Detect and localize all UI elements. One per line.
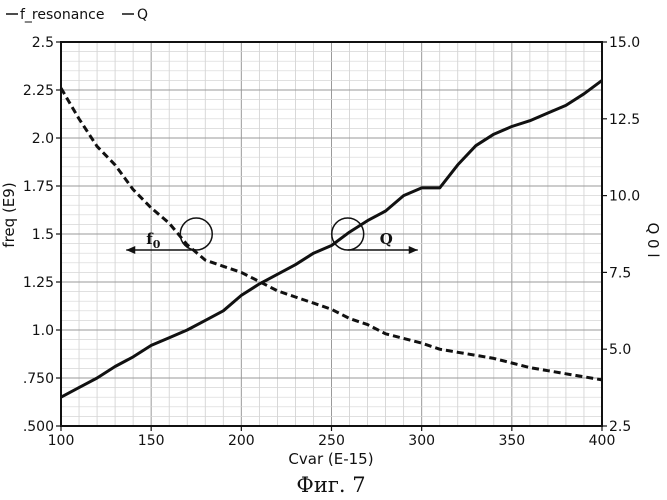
x-tick-label: 300 [408, 433, 435, 449]
y-left-tick-label: 2.25 [23, 83, 54, 99]
x-tick-label: 350 [498, 433, 525, 449]
chart-figure: 100 150 200 250 300 350 400 .500 .750 1.0 1.25 1.5 1… [0, 0, 667, 500]
figure-caption: Фиг. 7 [296, 473, 365, 497]
x-tick-label: 200 [228, 433, 255, 449]
y-right-tick-label: 5.0 [609, 342, 631, 358]
x-tick-label: 400 [589, 433, 616, 449]
y-left-tick-label: 1.0 [32, 323, 54, 339]
y-left-tick-label: 1.5 [32, 227, 54, 243]
y-left-tick-label: 2.5 [32, 35, 54, 51]
y-left-tick-label: 1.25 [23, 275, 54, 291]
y-axis-right-title: Q 0 l [644, 222, 662, 257]
legend-label-q: Q [137, 7, 148, 23]
x-tick-label: 150 [138, 433, 165, 449]
annotation-layer: f0 Q [126, 218, 417, 254]
y-right-tick-label: 2.5 [609, 419, 631, 435]
annotation-arrowhead [126, 246, 135, 254]
y-right-tick-label: 15.0 [609, 35, 640, 51]
y-right-tick-label: 12.5 [609, 112, 640, 128]
annotation-label: Q [380, 230, 393, 248]
y-left-tick-label: .500 [23, 419, 54, 435]
y-axis-left-title: freq (E9) [0, 182, 18, 247]
legend-label-f-resonance: f_resonance [20, 7, 105, 23]
x-axis-title: Cvar (E-15) [288, 450, 373, 468]
x-tick-label: 100 [48, 433, 75, 449]
annotation-label-subscript: 0 [153, 238, 161, 251]
y-right-tick-label: 7.5 [609, 265, 631, 281]
annotation-arrowhead [409, 246, 418, 254]
annotation-label: f0 [146, 230, 160, 251]
y-left-tick-label: .750 [23, 371, 54, 387]
y-left-tick-label: 2.0 [32, 131, 54, 147]
y-right-tick-label: 10.0 [609, 189, 640, 205]
y-left-tick-label: 1.75 [23, 179, 54, 195]
x-tick-label: 250 [318, 433, 345, 449]
legend: f_resonance Q [6, 7, 148, 23]
